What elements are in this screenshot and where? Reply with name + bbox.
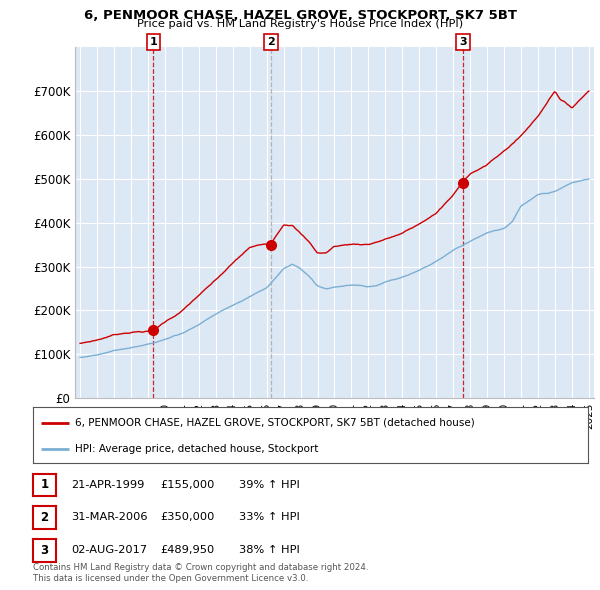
Text: 3: 3 <box>40 544 49 557</box>
Text: HPI: Average price, detached house, Stockport: HPI: Average price, detached house, Stoc… <box>74 444 318 454</box>
Text: This data is licensed under the Open Government Licence v3.0.: This data is licensed under the Open Gov… <box>33 574 308 583</box>
Text: 2: 2 <box>267 37 275 47</box>
Text: 33% ↑ HPI: 33% ↑ HPI <box>239 513 299 522</box>
Text: 02-AUG-2017: 02-AUG-2017 <box>71 546 147 555</box>
Text: 38% ↑ HPI: 38% ↑ HPI <box>239 546 299 555</box>
Text: Price paid vs. HM Land Registry's House Price Index (HPI): Price paid vs. HM Land Registry's House … <box>137 19 463 29</box>
Text: 6, PENMOOR CHASE, HAZEL GROVE, STOCKPORT, SK7 5BT (detached house): 6, PENMOOR CHASE, HAZEL GROVE, STOCKPORT… <box>74 418 475 428</box>
Text: £350,000: £350,000 <box>161 513 215 522</box>
Text: £489,950: £489,950 <box>161 546 215 555</box>
Text: 2: 2 <box>40 511 49 524</box>
Text: Contains HM Land Registry data © Crown copyright and database right 2024.: Contains HM Land Registry data © Crown c… <box>33 563 368 572</box>
Text: 31-MAR-2006: 31-MAR-2006 <box>71 513 148 522</box>
Text: 1: 1 <box>40 478 49 491</box>
Text: 3: 3 <box>459 37 467 47</box>
Text: 39% ↑ HPI: 39% ↑ HPI <box>239 480 299 490</box>
Text: 6, PENMOOR CHASE, HAZEL GROVE, STOCKPORT, SK7 5BT: 6, PENMOOR CHASE, HAZEL GROVE, STOCKPORT… <box>83 9 517 22</box>
Text: 1: 1 <box>149 37 157 47</box>
Text: 21-APR-1999: 21-APR-1999 <box>71 480 144 490</box>
Text: £155,000: £155,000 <box>161 480 215 490</box>
